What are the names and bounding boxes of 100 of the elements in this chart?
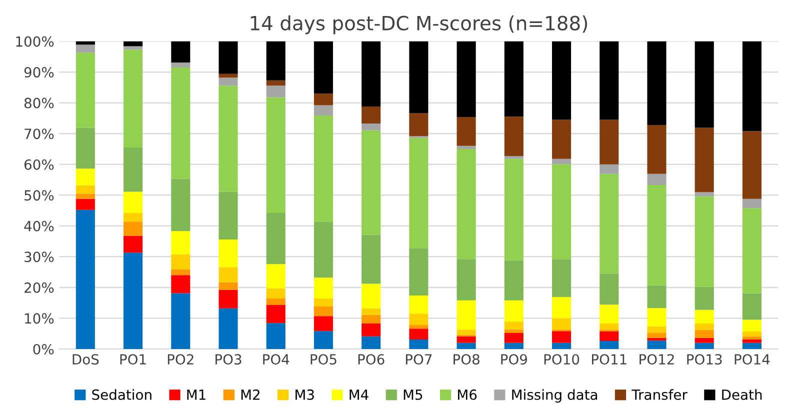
bar — [456, 342, 476, 349]
bar — [266, 288, 286, 299]
bar — [124, 46, 143, 50]
bar — [600, 41, 619, 120]
bar — [742, 41, 762, 132]
bar — [76, 210, 95, 349]
bar — [647, 174, 666, 185]
bar — [552, 164, 572, 260]
y-tick-label: 10% — [25, 313, 54, 324]
x-tick-label: DoS — [72, 354, 99, 365]
bar — [504, 322, 524, 330]
bar — [124, 41, 143, 46]
bar — [600, 274, 619, 305]
bar — [600, 304, 619, 324]
bar — [694, 196, 714, 287]
bar — [218, 78, 238, 86]
bar — [266, 80, 286, 86]
bar — [171, 269, 190, 276]
bar — [409, 138, 428, 248]
bar — [362, 284, 381, 308]
bar — [647, 285, 666, 308]
bar — [171, 41, 190, 63]
bar — [552, 342, 572, 349]
bar — [314, 306, 334, 316]
bar — [456, 300, 476, 330]
y-tick-label: 20% — [24, 282, 54, 293]
bar — [76, 52, 95, 128]
bar — [124, 147, 143, 192]
bar — [409, 113, 428, 136]
bar — [218, 86, 238, 192]
bar — [124, 212, 143, 222]
bar — [647, 332, 666, 338]
bar — [504, 158, 524, 260]
bar — [171, 67, 190, 179]
bar — [504, 300, 524, 322]
y-tick-label: 0% — [33, 344, 54, 354]
bar — [362, 234, 381, 284]
bar — [694, 342, 714, 349]
y-tick-label: 60% — [24, 159, 54, 170]
bar — [694, 323, 714, 330]
bar — [456, 116, 476, 146]
bar — [600, 340, 619, 349]
bar — [504, 116, 524, 156]
y-tick-label: 40% — [24, 220, 54, 232]
bar — [552, 41, 572, 120]
bar — [76, 185, 95, 194]
bar — [124, 236, 143, 253]
bar — [362, 308, 381, 315]
chart-title: 14 days post-DC M-scores (n=188) — [250, 15, 588, 34]
bar — [124, 252, 143, 349]
legend-label: Death — [722, 389, 762, 400]
x-tick-label: PO4 — [263, 354, 290, 365]
bar — [694, 286, 714, 310]
x-tick-label: PO10 — [544, 354, 580, 365]
bar — [742, 331, 762, 336]
bar — [266, 212, 286, 264]
y-tick-label: 100% — [16, 36, 54, 47]
bar — [694, 330, 714, 338]
bar — [218, 74, 238, 78]
x-tick-label: PO2 — [168, 354, 194, 365]
bar — [409, 295, 428, 314]
bar — [647, 124, 666, 174]
bar — [314, 115, 334, 222]
bar — [314, 331, 334, 349]
bar — [694, 310, 714, 324]
bar — [409, 314, 428, 325]
bar — [552, 318, 572, 330]
bar — [76, 194, 95, 199]
bar — [600, 323, 619, 330]
bar — [171, 178, 190, 232]
bar — [504, 330, 524, 333]
bar — [552, 259, 572, 297]
legend-label: Missing data — [512, 389, 598, 403]
bar — [647, 340, 666, 349]
bar — [456, 336, 476, 343]
bar — [600, 164, 619, 174]
x-tick-label: PO12 — [640, 354, 674, 365]
bar — [314, 278, 334, 299]
bar — [76, 44, 95, 53]
bar — [742, 131, 762, 199]
bar — [362, 314, 381, 324]
bar — [742, 198, 762, 208]
bar — [504, 342, 524, 349]
legend-label: Transfer — [632, 389, 688, 400]
bar — [552, 120, 572, 159]
legend-label: M5 — [404, 390, 422, 400]
bar — [266, 264, 286, 288]
bar — [76, 128, 95, 169]
legend-label: M2 — [241, 389, 260, 400]
bar — [362, 336, 381, 349]
bar — [552, 158, 572, 164]
legend-label: M3 — [296, 389, 314, 400]
x-tick-label: PO5 — [310, 354, 336, 365]
bar — [266, 97, 286, 213]
x-tick-label: PO3 — [216, 354, 242, 365]
bar — [314, 316, 334, 332]
bar — [266, 323, 286, 349]
bar — [456, 259, 476, 300]
bar — [218, 282, 238, 290]
bar — [314, 94, 334, 106]
